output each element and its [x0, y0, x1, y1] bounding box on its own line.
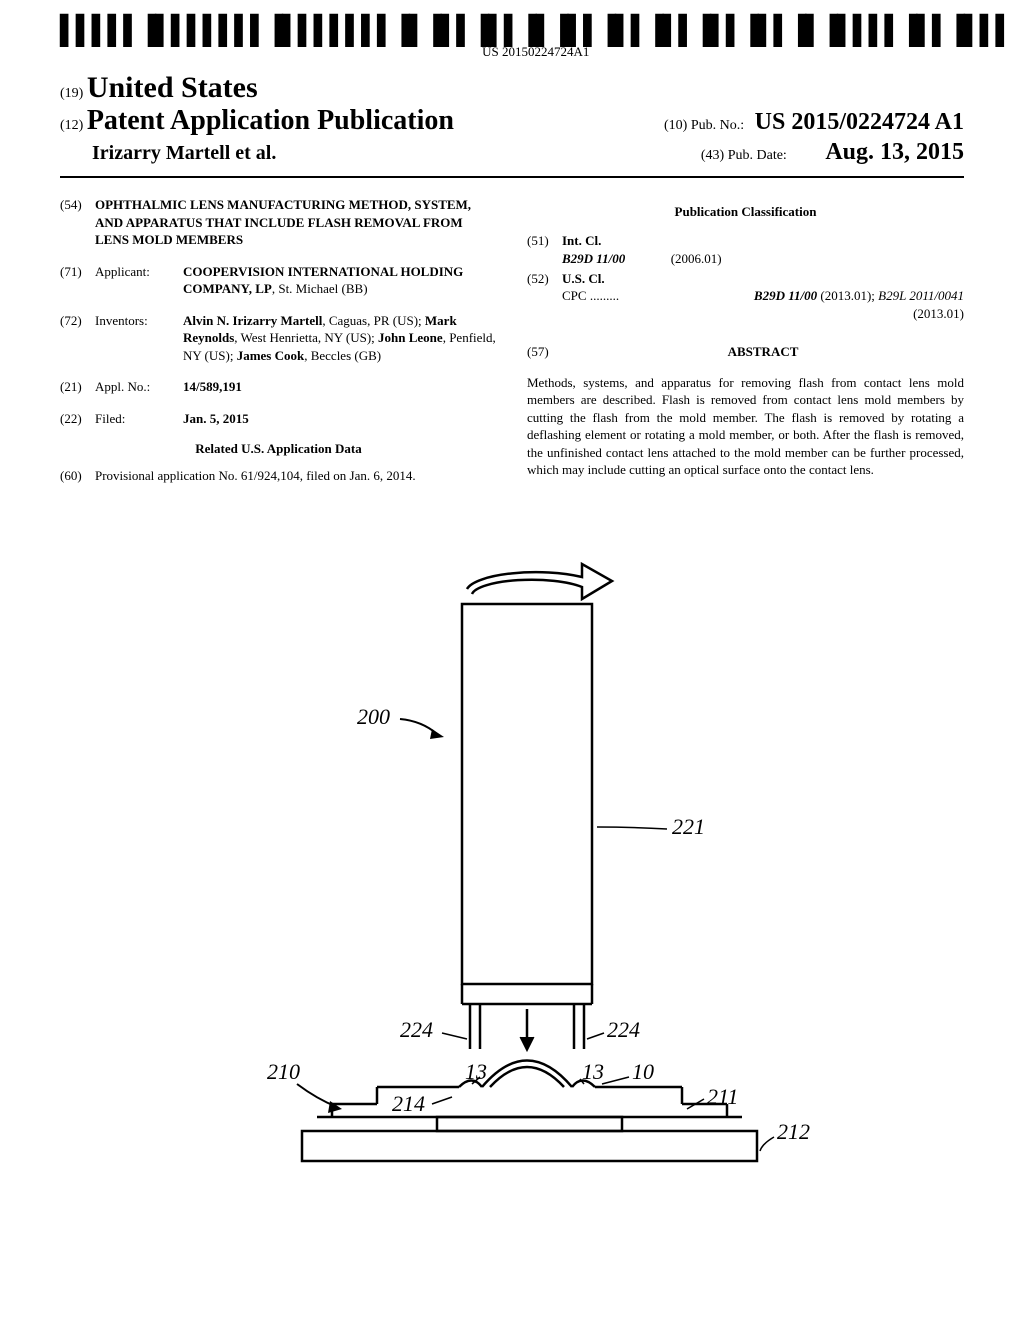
column-right: Publication Classification (51) Int. Cl.…	[527, 196, 964, 499]
code-52: (52)	[527, 270, 562, 324]
applicant-loc: , St. Michael (BB)	[272, 281, 368, 296]
content-52: U.S. Cl. CPC ......... B29D 11/00 (2013.…	[562, 270, 964, 324]
code-51: (51)	[527, 232, 562, 268]
abstract-text: Methods, systems, and apparatus for remo…	[527, 374, 964, 479]
field-72: (72) Inventors: Alvin N. Irizarry Martel…	[60, 312, 497, 365]
code-54: (54)	[60, 196, 95, 249]
pub-date-label: Pub. Date:	[728, 148, 787, 163]
pub-date: Aug. 13, 2015	[825, 139, 964, 165]
cpc-sec-date-line: (2013.01)	[562, 305, 964, 323]
title-54: OPHTHALMIC LENS MANUFACTURING METHOD, SY…	[95, 196, 497, 249]
label-210: 210	[267, 1059, 300, 1084]
abstract-header: (57) ABSTRACT	[527, 344, 964, 360]
field-52: (52) U.S. Cl. CPC ......... B29D 11/00 (…	[527, 270, 964, 324]
code-12: (12)	[60, 118, 83, 133]
label-52: U.S. Cl.	[562, 270, 964, 288]
abstract-title: ABSTRACT	[562, 344, 964, 360]
authors: Irizarry Martell et al.	[60, 142, 276, 165]
label-22: Filed:	[95, 410, 183, 428]
field-21: (21) Appl. No.: 14/589,191	[60, 378, 497, 396]
header: (19) United States (12) Patent Applicati…	[60, 71, 964, 166]
class-51: B29D 11/00 (2006.01)	[562, 250, 964, 268]
cpc-sec: B29L 2011/0041	[878, 288, 964, 303]
label-211: 211	[707, 1084, 738, 1109]
value-21: 14/589,191	[183, 378, 497, 396]
header-line3-right: (43) Pub. Date: Aug. 13, 2015	[701, 139, 964, 166]
label-221: 221	[672, 814, 705, 839]
divider	[60, 176, 964, 178]
label-13b: 13	[582, 1059, 604, 1084]
barcode: ▌▌▌▌▌▐▌▌▌▌▌▌▌▐▌▌▌▌▌▌▌▐▌▐▌▌▐▌▌▐▌▐▌▌▐▌▌▐▌▌…	[60, 20, 1011, 60]
cpc-main: B29D 11/00	[754, 288, 817, 303]
code-43: (43)	[701, 148, 724, 163]
label-224b: 224	[607, 1017, 640, 1042]
field-22: (22) Filed: Jan. 5, 2015	[60, 410, 497, 428]
code-21: (21)	[60, 378, 95, 396]
inventor-3-name: John Leone	[378, 330, 443, 345]
class-code-51: B29D 11/00	[562, 251, 625, 266]
label-200: 200	[357, 704, 390, 729]
code-72: (72)	[60, 312, 95, 365]
cpc-main-date: (2013.01);	[817, 288, 878, 303]
cpc-line: CPC ......... B29D 11/00 (2013.01); B29L…	[562, 287, 964, 305]
label-10: 10	[632, 1059, 654, 1084]
inventor-2-loc: , West Henrietta, NY (US);	[234, 330, 378, 345]
label-21: Appl. No.:	[95, 378, 183, 396]
content-71: COOPERVISION INTERNATIONAL HOLDING COMPA…	[183, 263, 497, 298]
label-71: Applicant:	[95, 263, 183, 298]
code-10: (10)	[664, 118, 687, 133]
label-51: Int. Cl.	[562, 232, 964, 250]
field-60: (60) Provisional application No. 61/924,…	[60, 467, 497, 485]
value-22: Jan. 5, 2015	[183, 410, 497, 428]
label-72: Inventors:	[95, 312, 183, 365]
content-60: Provisional application No. 61/924,104, …	[95, 467, 497, 485]
code-57: (57)	[527, 344, 562, 360]
cpc-label: CPC .........	[562, 287, 619, 305]
figure-svg: 200 221 224 224 210 214 13 13 10 211 212	[162, 539, 862, 1219]
field-71: (71) Applicant: COOPERVISION INTERNATION…	[60, 263, 497, 298]
header-line2-left: (12) Patent Application Publication	[60, 105, 454, 137]
column-left: (54) OPHTHALMIC LENS MANUFACTURING METHO…	[60, 196, 497, 499]
pub-no-label: Pub. No.:	[691, 118, 744, 133]
content-51: Int. Cl. B29D 11/00 (2006.01)	[562, 232, 964, 268]
related-title: Related U.S. Application Data	[60, 441, 497, 457]
header-line2-right: (10) Pub. No.: US 2015/0224724 A1	[664, 109, 964, 136]
inventor-1-name: Alvin N. Irizarry Martell	[183, 313, 322, 328]
doctype: Patent Application Publication	[87, 105, 454, 136]
classification-title: Publication Classification	[527, 204, 964, 220]
barcode-lines: ▌▌▌▌▌▐▌▌▌▌▌▌▌▐▌▌▌▌▌▌▌▐▌▐▌▌▐▌▌▐▌▐▌▌▐▌▌▐▌▌…	[60, 20, 1011, 42]
content-72: Alvin N. Irizarry Martell, Caguas, PR (U…	[183, 312, 497, 365]
header-line2: (12) Patent Application Publication (10)…	[60, 105, 964, 137]
barcode-section: ▌▌▌▌▌▐▌▌▌▌▌▌▌▐▌▌▌▌▌▌▌▐▌▐▌▌▐▌▌▐▌▐▌▌▐▌▌▐▌▌…	[60, 20, 964, 61]
field-54: (54) OPHTHALMIC LENS MANUFACTURING METHO…	[60, 196, 497, 249]
pub-no: US 2015/0224724 A1	[755, 109, 964, 135]
header-line3: Irizarry Martell et al. (43) Pub. Date: …	[60, 139, 964, 166]
code-19: (19)	[60, 86, 83, 101]
inventor-4-name: James Cook	[237, 348, 305, 363]
inventor-4-loc: , Beccles (GB)	[304, 348, 381, 363]
cpc-sec-date: (2013.01)	[913, 306, 964, 321]
country: United States	[87, 71, 258, 104]
figure: 200 221 224 224 210 214 13 13 10 211 212	[60, 539, 964, 1224]
field-51: (51) Int. Cl. B29D 11/00 (2006.01)	[527, 232, 964, 268]
label-224a: 224	[400, 1017, 433, 1042]
inventor-1-loc: , Caguas, PR (US);	[322, 313, 425, 328]
class-date-51: (2006.01)	[671, 251, 722, 266]
header-line1: (19) United States	[60, 71, 964, 105]
code-22: (22)	[60, 410, 95, 428]
code-71: (71)	[60, 263, 95, 298]
code-60: (60)	[60, 467, 95, 485]
label-212: 212	[777, 1119, 810, 1144]
content-columns: (54) OPHTHALMIC LENS MANUFACTURING METHO…	[60, 196, 964, 499]
label-214: 214	[392, 1091, 425, 1116]
